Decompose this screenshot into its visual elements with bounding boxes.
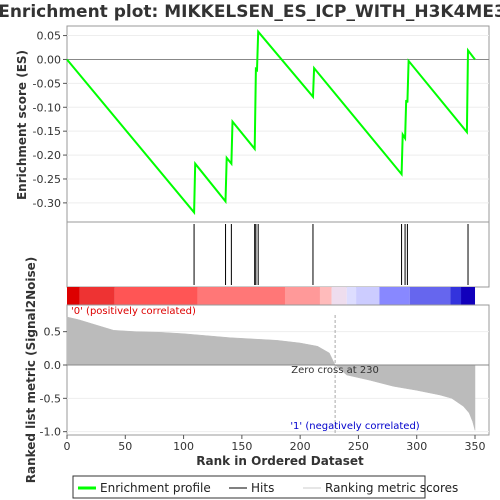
x-tick-label: 350 xyxy=(465,440,486,453)
es-y-ticks: 0.05 0.00 -0.05 -0.10 -0.15 -0.20 -0.25 -0.30 xyxy=(33,30,67,210)
color-bar-segment xyxy=(319,287,332,305)
metric-y-tick-label: 0.5 xyxy=(44,326,62,339)
x-tick-label: 0 xyxy=(64,440,71,453)
es-y-tick-label: 0.00 xyxy=(37,53,62,66)
color-bar-segment xyxy=(450,287,462,305)
es-y-tick-label: 0.05 xyxy=(37,30,62,43)
legend-label-enrichment: Enrichment profile xyxy=(100,481,211,495)
es-y-axis-label: Enrichment score (ES) xyxy=(15,50,29,200)
color-bar-segment xyxy=(379,287,410,305)
es-panel xyxy=(66,25,490,223)
es-y-tick-label: -0.10 xyxy=(33,101,61,114)
rank-color-bar xyxy=(67,287,476,305)
zero-cross-label: Zero cross at 230 xyxy=(291,365,379,376)
legend: Enrichment profile Hits Ranking metric s… xyxy=(72,475,458,499)
color-bar-segment xyxy=(197,287,285,305)
hits-panel xyxy=(66,221,490,288)
color-bar-segment xyxy=(346,287,357,305)
x-tick-label: 150 xyxy=(231,440,252,453)
chart-title: Enrichment plot: MIKKELSEN_ES_ICP_WITH_H… xyxy=(0,2,500,22)
color-bar-segment xyxy=(114,287,198,305)
metric-y-axis-label: Ranked list metric (Signal2Noise) xyxy=(24,257,38,484)
legend-box xyxy=(72,475,426,499)
metric-y-tick-label: -1.0 xyxy=(40,426,61,439)
x-tick-label: 250 xyxy=(348,440,369,453)
x-ticks: 0 50 100 150 200 250 300 350 xyxy=(64,435,486,453)
negative-correlation-label: '1' (negatively correlated) xyxy=(290,421,419,432)
hit-markers xyxy=(193,224,469,285)
es-y-tick-label: -0.05 xyxy=(33,77,61,90)
color-bar-segment xyxy=(356,287,380,305)
x-axis-label: Rank in Ordered Dataset xyxy=(196,454,364,468)
ranking-metric-area xyxy=(66,316,476,431)
color-bar-segment xyxy=(79,287,115,305)
es-y-tick-label: -0.30 xyxy=(33,197,61,210)
metric-y-tick-label: -0.5 xyxy=(40,392,61,405)
legend-label-hits: Hits xyxy=(251,481,274,495)
color-bar-segment xyxy=(461,287,476,305)
es-y-tick-label: -0.25 xyxy=(33,173,61,186)
color-bar-segment xyxy=(284,287,320,305)
legend-label-metric: Ranking metric scores xyxy=(325,481,458,495)
x-tick-label: 200 xyxy=(290,440,311,453)
color-bar-segment xyxy=(331,287,347,305)
enrichment-profile-line xyxy=(66,29,476,216)
metric-y-ticks: 0.5 0.0 -0.5 -1.0 xyxy=(40,326,67,439)
x-tick-label: 100 xyxy=(173,440,194,453)
color-bar-segment xyxy=(409,287,451,305)
positive-correlation-label: '0' (positively correlated) xyxy=(71,306,196,317)
color-bar-segment xyxy=(67,287,80,305)
metric-y-tick-label: 0.0 xyxy=(44,359,62,372)
x-tick-label: 50 xyxy=(118,440,132,453)
x-tick-label: 300 xyxy=(406,440,427,453)
es-y-tick-label: -0.15 xyxy=(33,125,61,138)
es-y-tick-label: -0.20 xyxy=(33,149,61,162)
